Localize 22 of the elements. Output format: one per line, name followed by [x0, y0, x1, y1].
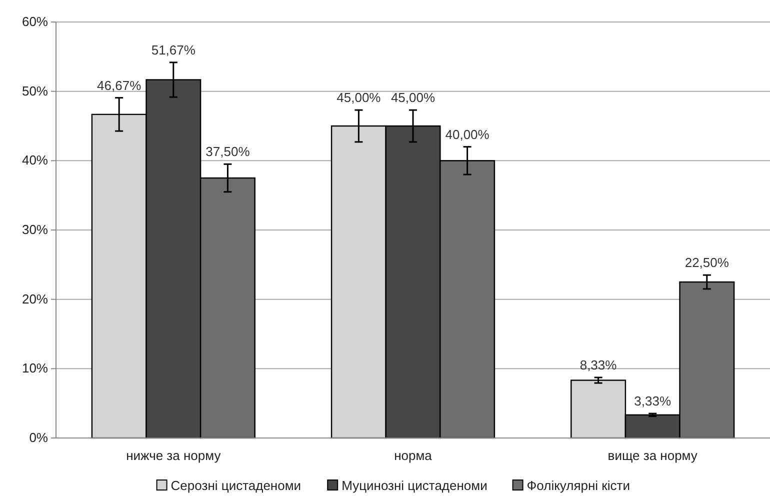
legend-label: Фолікулярні кісти: [526, 478, 630, 493]
y-tick-label: 40%: [22, 152, 48, 168]
y-tick-label: 50%: [22, 83, 48, 98]
y-tick-label: 10%: [22, 360, 48, 376]
legend-label: Серозні цистаденоми: [170, 478, 302, 493]
x-tick-label: нижче за норму: [126, 448, 222, 463]
data-label: 45,00%: [390, 90, 436, 106]
data-label: 46,67%: [97, 78, 142, 93]
y-tick-label: 20%: [22, 291, 48, 306]
y-tick-label: 0%: [29, 430, 48, 445]
y-tick-label: 30%: [22, 222, 48, 237]
x-tick-label: норма: [394, 448, 433, 463]
x-tick-label: вище за норму: [608, 448, 698, 463]
legend-label: Муцинозні цистаденоми: [342, 478, 488, 493]
y-tick-label: 60%: [22, 14, 48, 29]
data-label: 45,00%: [336, 90, 382, 106]
data-label: 51,67%: [151, 42, 196, 58]
data-label: 22,50%: [684, 255, 730, 270]
data-label: 3,33%: [634, 394, 672, 409]
data-label: 40,00%: [445, 126, 490, 142]
data-label: 8,33%: [580, 357, 618, 372]
data-label: 37,50%: [206, 144, 250, 160]
